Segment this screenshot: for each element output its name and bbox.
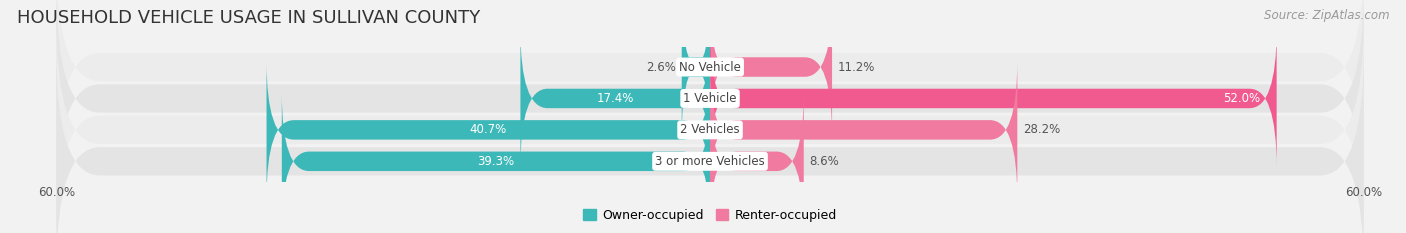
Text: 39.3%: 39.3% bbox=[478, 155, 515, 168]
Text: Source: ZipAtlas.com: Source: ZipAtlas.com bbox=[1264, 9, 1389, 22]
Text: 1 Vehicle: 1 Vehicle bbox=[683, 92, 737, 105]
FancyBboxPatch shape bbox=[710, 0, 832, 136]
FancyBboxPatch shape bbox=[56, 0, 1364, 210]
Text: No Vehicle: No Vehicle bbox=[679, 61, 741, 74]
Text: 8.6%: 8.6% bbox=[810, 155, 839, 168]
FancyBboxPatch shape bbox=[710, 30, 1277, 167]
FancyBboxPatch shape bbox=[710, 93, 804, 230]
Text: 17.4%: 17.4% bbox=[596, 92, 634, 105]
Legend: Owner-occupied, Renter-occupied: Owner-occupied, Renter-occupied bbox=[578, 204, 842, 227]
Text: HOUSEHOLD VEHICLE USAGE IN SULLIVAN COUNTY: HOUSEHOLD VEHICLE USAGE IN SULLIVAN COUN… bbox=[17, 9, 479, 27]
Text: 2 Vehicles: 2 Vehicles bbox=[681, 123, 740, 136]
FancyBboxPatch shape bbox=[56, 50, 1364, 233]
Text: 28.2%: 28.2% bbox=[1022, 123, 1060, 136]
FancyBboxPatch shape bbox=[56, 0, 1364, 179]
FancyBboxPatch shape bbox=[267, 61, 710, 199]
Text: 2.6%: 2.6% bbox=[647, 61, 676, 74]
Text: 40.7%: 40.7% bbox=[470, 123, 508, 136]
Text: 52.0%: 52.0% bbox=[1223, 92, 1260, 105]
FancyBboxPatch shape bbox=[710, 61, 1018, 199]
FancyBboxPatch shape bbox=[520, 30, 710, 167]
Text: 3 or more Vehicles: 3 or more Vehicles bbox=[655, 155, 765, 168]
Text: 11.2%: 11.2% bbox=[838, 61, 875, 74]
FancyBboxPatch shape bbox=[281, 93, 710, 230]
FancyBboxPatch shape bbox=[682, 0, 710, 136]
FancyBboxPatch shape bbox=[56, 18, 1364, 233]
